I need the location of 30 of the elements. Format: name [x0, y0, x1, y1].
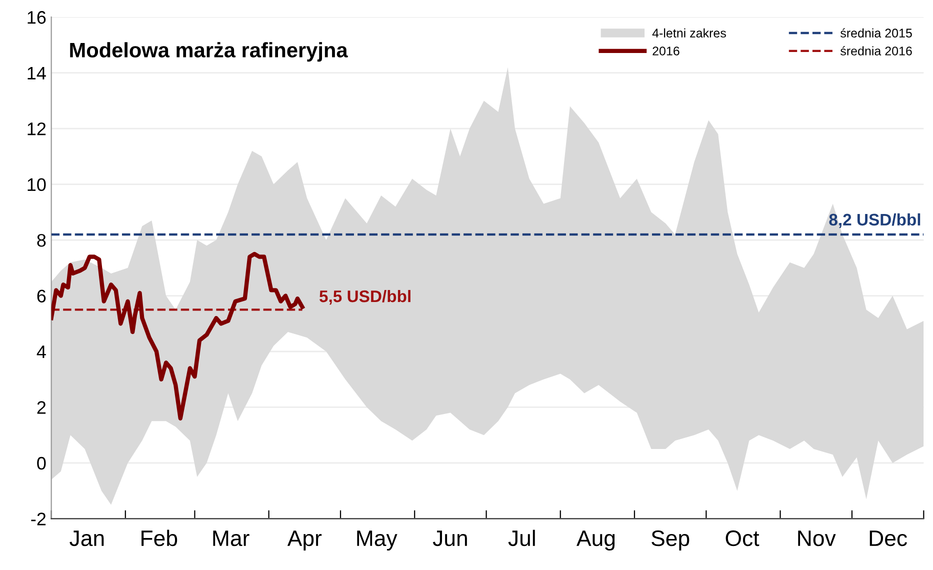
- line-series: [51, 252, 304, 420]
- y-tick-label: 14: [28, 66, 46, 80]
- y-tick-label: 8: [37, 234, 46, 247]
- text: Modelowa marża rafineryjna: [70, 42, 348, 62]
- legend-label: średnia 2015: [840, 28, 912, 38]
- x-tick-label: Nov: [798, 530, 836, 546]
- x-tick-label: Jul: [508, 530, 535, 546]
- x-tick-label: Feb: [142, 530, 178, 546]
- x-tick-label: Dec: [870, 530, 907, 546]
- y-tick-label: 4: [36, 346, 46, 358]
- x-tick-label: Aug: [576, 530, 615, 551]
- x-tick-label: Mar: [213, 530, 250, 546]
- y-tick-label: 10: [28, 178, 46, 192]
- y-tick-label: 12: [28, 122, 46, 136]
- x-tick-label: May: [357, 530, 398, 551]
- legend-label: 2016: [652, 46, 680, 56]
- x-tick-label: Apr: [287, 530, 322, 551]
- x-tick-label: Jan: [70, 530, 104, 546]
- annotation: 5,5 USD/bbl: [320, 290, 410, 305]
- y-tick-label: 6: [37, 290, 46, 302]
- legend-label: 4-letni zakres: [652, 28, 726, 38]
- y-tick-label: -2: [31, 512, 46, 526]
- x-tick-label: Oct: [726, 530, 760, 546]
- y-tick-label: 0: [37, 456, 46, 470]
- y-tick-label: 16: [28, 11, 46, 24]
- x-tick-label: Jun: [432, 530, 467, 546]
- legend-label: średnia 2016: [840, 46, 912, 56]
- x-tick-label: Sep: [652, 530, 690, 551]
- annotation: 8,2 USD/bbl: [829, 213, 920, 228]
- y-tick-label: 2: [37, 401, 46, 414]
